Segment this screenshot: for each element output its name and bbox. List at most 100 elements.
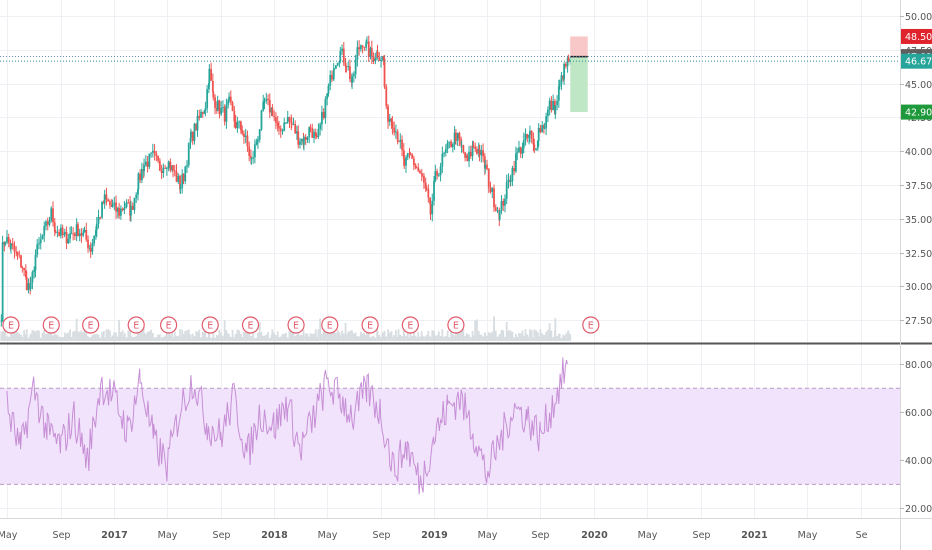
stop-loss-zone[interactable] <box>570 36 588 57</box>
volume-bar <box>297 329 300 341</box>
volume-bar <box>458 331 461 341</box>
candle-body <box>380 59 382 61</box>
volume-bar <box>476 319 478 341</box>
volume-bar <box>275 335 277 341</box>
volume-bar <box>157 334 160 341</box>
volume-bar <box>380 336 382 341</box>
take-profit-zone[interactable] <box>570 56 588 113</box>
candle-body <box>338 61 341 63</box>
volume-bar <box>263 335 266 341</box>
candle-body <box>53 222 56 232</box>
candle-body <box>38 243 40 245</box>
volume-bar <box>302 330 305 341</box>
earnings-marker-label: E <box>327 321 333 332</box>
candle-body <box>366 41 368 43</box>
volume-bar <box>358 336 361 341</box>
volume-bar <box>486 335 488 341</box>
earnings-marker-label: E <box>293 321 299 332</box>
earnings-marker[interactable] <box>160 316 178 334</box>
candle-body <box>541 125 544 133</box>
volume-bar <box>153 337 156 341</box>
candle-body <box>36 244 39 256</box>
earnings-marker[interactable] <box>2 316 20 334</box>
candle-body <box>554 105 557 115</box>
volume-bar <box>75 318 78 341</box>
earnings-marker[interactable] <box>321 316 339 334</box>
candle-body <box>135 194 138 199</box>
volume-bar <box>248 332 251 341</box>
volume-bar <box>509 331 512 341</box>
candle-body <box>267 98 269 101</box>
volume-bar <box>431 330 434 341</box>
candle-body <box>7 237 10 244</box>
volume-bar <box>516 337 519 341</box>
volume-bar <box>304 333 307 341</box>
volume-bar <box>200 337 202 341</box>
earnings-marker[interactable] <box>287 316 305 334</box>
candle-body <box>327 85 330 94</box>
candle-body <box>529 130 531 135</box>
candle-body <box>127 202 130 204</box>
volume-bar <box>150 329 152 341</box>
volume-bar <box>286 337 289 341</box>
volume-bar <box>204 329 207 341</box>
volume-bar <box>281 333 284 341</box>
volume-bar <box>193 336 196 341</box>
earnings-marker[interactable] <box>447 316 465 334</box>
volume-bar <box>412 331 415 341</box>
volume-bar <box>78 331 81 341</box>
candle-body <box>388 118 391 122</box>
volume-bar <box>498 333 501 341</box>
candle-body <box>406 153 409 158</box>
price-tick-label: 30.00 <box>905 282 932 293</box>
volume-bar <box>406 331 409 341</box>
earnings-marker[interactable] <box>42 316 60 334</box>
volume-bar <box>119 332 122 341</box>
earnings-marker[interactable] <box>82 316 100 334</box>
volume-bar <box>273 332 276 341</box>
volume-bar <box>533 329 536 341</box>
candle-body <box>456 133 459 141</box>
earnings-marker[interactable] <box>361 316 379 334</box>
volume-bar <box>344 322 347 341</box>
price-tick-label: 37.50 <box>905 181 932 192</box>
volume-bar <box>164 335 167 341</box>
volume-bar <box>45 333 47 341</box>
volume-bar <box>313 333 315 341</box>
volume-bar <box>137 333 140 341</box>
candle-body <box>82 232 85 236</box>
volume-bar <box>403 333 406 341</box>
volume-bar <box>70 337 73 341</box>
earnings-marker[interactable] <box>241 316 260 334</box>
candle-body <box>522 139 525 148</box>
candle-body <box>59 227 62 236</box>
candle-body <box>320 112 323 125</box>
volume-bar <box>1 331 4 341</box>
candle-body <box>557 86 560 101</box>
volume-bar <box>250 336 253 341</box>
rsi-band-fill <box>0 388 900 485</box>
position-tool[interactable] <box>0 36 900 113</box>
volume-bar <box>16 332 19 341</box>
earnings-marker[interactable] <box>582 316 600 334</box>
volume-bar <box>354 332 357 341</box>
rsi-tick-label: 80.00 <box>905 360 932 371</box>
candle-body <box>52 208 54 223</box>
candle-body <box>255 141 258 145</box>
volume-bar <box>10 333 12 341</box>
candle-body <box>352 74 355 77</box>
earnings-marker[interactable] <box>201 316 219 334</box>
earnings-marker[interactable] <box>401 316 419 334</box>
volume-bar <box>434 335 437 341</box>
earnings-marker[interactable] <box>127 316 145 334</box>
volume-bar <box>405 336 407 341</box>
volume-bar <box>23 330 25 341</box>
candle-body <box>448 141 451 143</box>
candle-body <box>354 59 357 75</box>
candle-body <box>319 124 322 129</box>
candle-body <box>419 170 421 174</box>
candle-body <box>356 47 359 60</box>
candle-body <box>105 194 108 200</box>
volume-bar <box>167 331 170 341</box>
time-tick-label: 2019 <box>421 530 447 541</box>
